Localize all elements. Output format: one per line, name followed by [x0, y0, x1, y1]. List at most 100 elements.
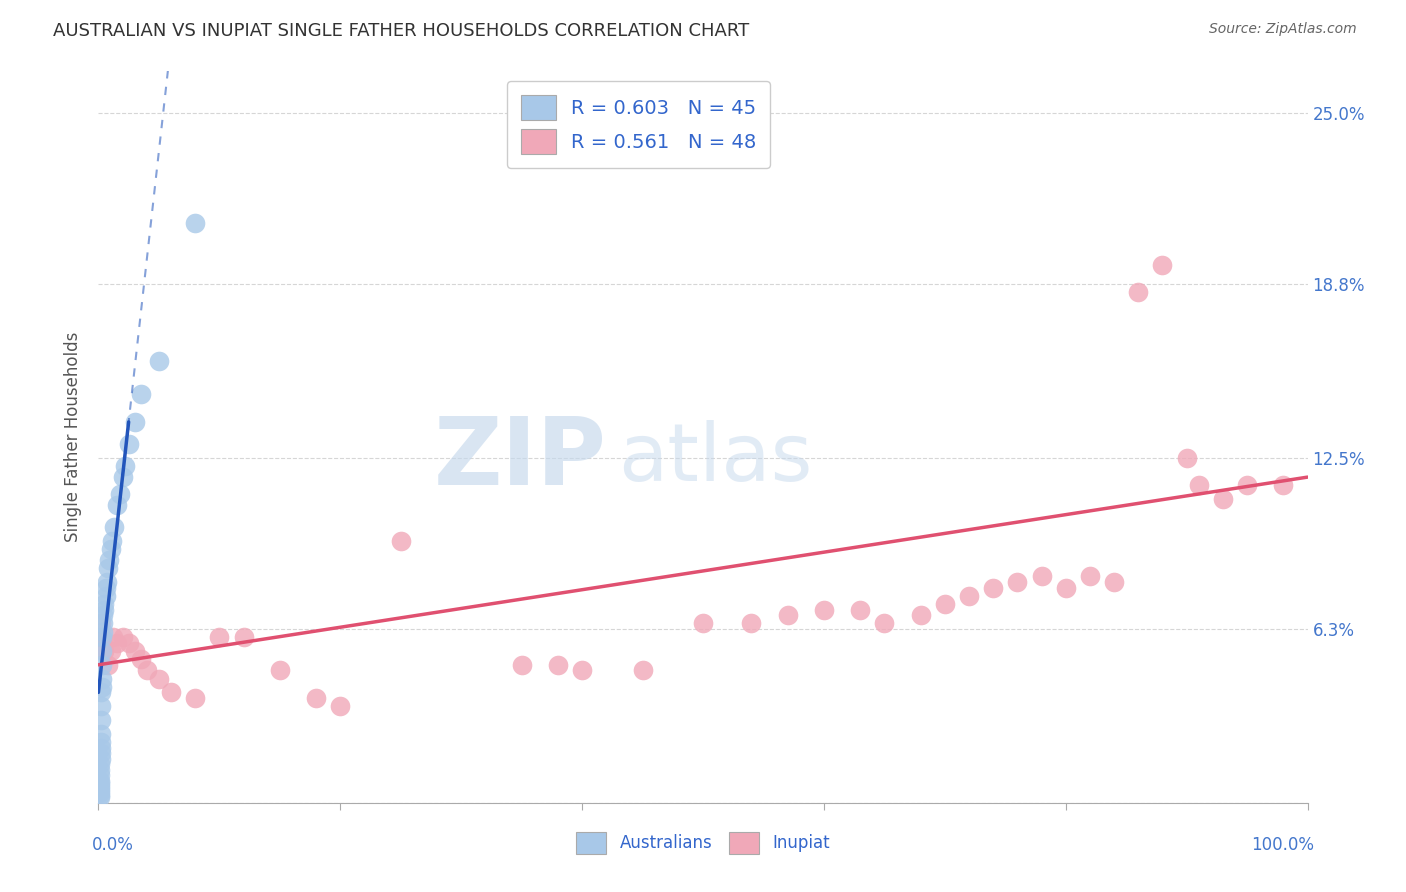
Point — [111, 470, 134, 484]
Point — [1031, 569, 1053, 583]
Point — [269, 663, 291, 677]
Point — [90, 713, 112, 727]
Point — [305, 690, 328, 705]
Point — [89, 776, 111, 790]
Point — [849, 602, 872, 616]
Point — [873, 616, 896, 631]
Point — [208, 630, 231, 644]
Point — [90, 727, 112, 741]
Point — [631, 663, 654, 677]
Point — [160, 685, 183, 699]
Point — [1078, 569, 1101, 583]
Point — [1212, 492, 1234, 507]
Point — [97, 657, 120, 672]
Point — [91, 630, 114, 644]
Point — [91, 608, 114, 623]
Point — [1236, 478, 1258, 492]
Point — [89, 782, 111, 797]
Text: 100.0%: 100.0% — [1250, 836, 1313, 854]
Point — [91, 644, 114, 658]
Point — [510, 657, 533, 672]
Point — [148, 672, 170, 686]
Point — [90, 699, 112, 714]
Legend: Australians, Inupiat: Australians, Inupiat — [569, 826, 837, 860]
Point — [94, 581, 117, 595]
Point — [1128, 285, 1150, 300]
Point — [93, 602, 115, 616]
Point — [135, 663, 157, 677]
Point — [89, 757, 111, 772]
Point — [100, 541, 122, 556]
Point — [1007, 574, 1029, 589]
Point — [90, 616, 112, 631]
Point — [129, 652, 152, 666]
Text: 0.0%: 0.0% — [93, 836, 134, 854]
Point — [1152, 258, 1174, 272]
Point — [108, 486, 131, 500]
Point — [329, 699, 352, 714]
Point — [89, 763, 111, 777]
Point — [981, 581, 1004, 595]
Point — [91, 672, 114, 686]
Point — [129, 387, 152, 401]
Point — [692, 616, 714, 631]
Point — [105, 498, 128, 512]
Point — [96, 574, 118, 589]
Point — [100, 644, 122, 658]
Point — [740, 616, 762, 631]
Point — [90, 746, 112, 760]
Point — [91, 616, 114, 631]
Point — [91, 680, 114, 694]
Text: atlas: atlas — [619, 420, 813, 498]
Point — [1272, 478, 1295, 492]
Point — [97, 561, 120, 575]
Point — [89, 779, 111, 793]
Point — [1102, 574, 1125, 589]
Point — [957, 589, 980, 603]
Point — [89, 790, 111, 805]
Point — [103, 520, 125, 534]
Point — [910, 608, 932, 623]
Point — [91, 630, 114, 644]
Point — [389, 533, 412, 548]
Point — [1054, 581, 1077, 595]
Text: AUSTRALIAN VS INUPIAT SINGLE FATHER HOUSEHOLDS CORRELATION CHART: AUSTRALIAN VS INUPIAT SINGLE FATHER HOUS… — [53, 22, 749, 40]
Point — [89, 788, 111, 802]
Point — [118, 636, 141, 650]
Point — [547, 657, 569, 672]
Y-axis label: Single Father Households: Single Father Households — [63, 332, 82, 542]
Point — [91, 624, 114, 639]
Point — [1175, 450, 1198, 465]
Point — [93, 597, 115, 611]
Point — [232, 630, 254, 644]
Text: ZIP: ZIP — [433, 413, 606, 505]
Point — [93, 644, 115, 658]
Text: Source: ZipAtlas.com: Source: ZipAtlas.com — [1209, 22, 1357, 37]
Point — [184, 216, 207, 230]
Point — [571, 663, 593, 677]
Point — [184, 690, 207, 705]
Point — [934, 597, 956, 611]
Point — [98, 553, 121, 567]
Point — [90, 751, 112, 765]
Point — [101, 630, 124, 644]
Point — [94, 589, 117, 603]
Point — [124, 644, 146, 658]
Point — [813, 602, 835, 616]
Point — [90, 735, 112, 749]
Point — [111, 630, 134, 644]
Point — [1188, 478, 1211, 492]
Point — [89, 773, 111, 788]
Point — [105, 636, 128, 650]
Point — [89, 785, 111, 799]
Point — [776, 608, 799, 623]
Point — [91, 657, 114, 672]
Point — [90, 685, 112, 699]
Point — [89, 630, 111, 644]
Point — [100, 533, 122, 548]
Point — [114, 458, 136, 473]
Point — [90, 740, 112, 755]
Point — [89, 768, 111, 782]
Point — [118, 437, 141, 451]
Point — [124, 415, 146, 429]
